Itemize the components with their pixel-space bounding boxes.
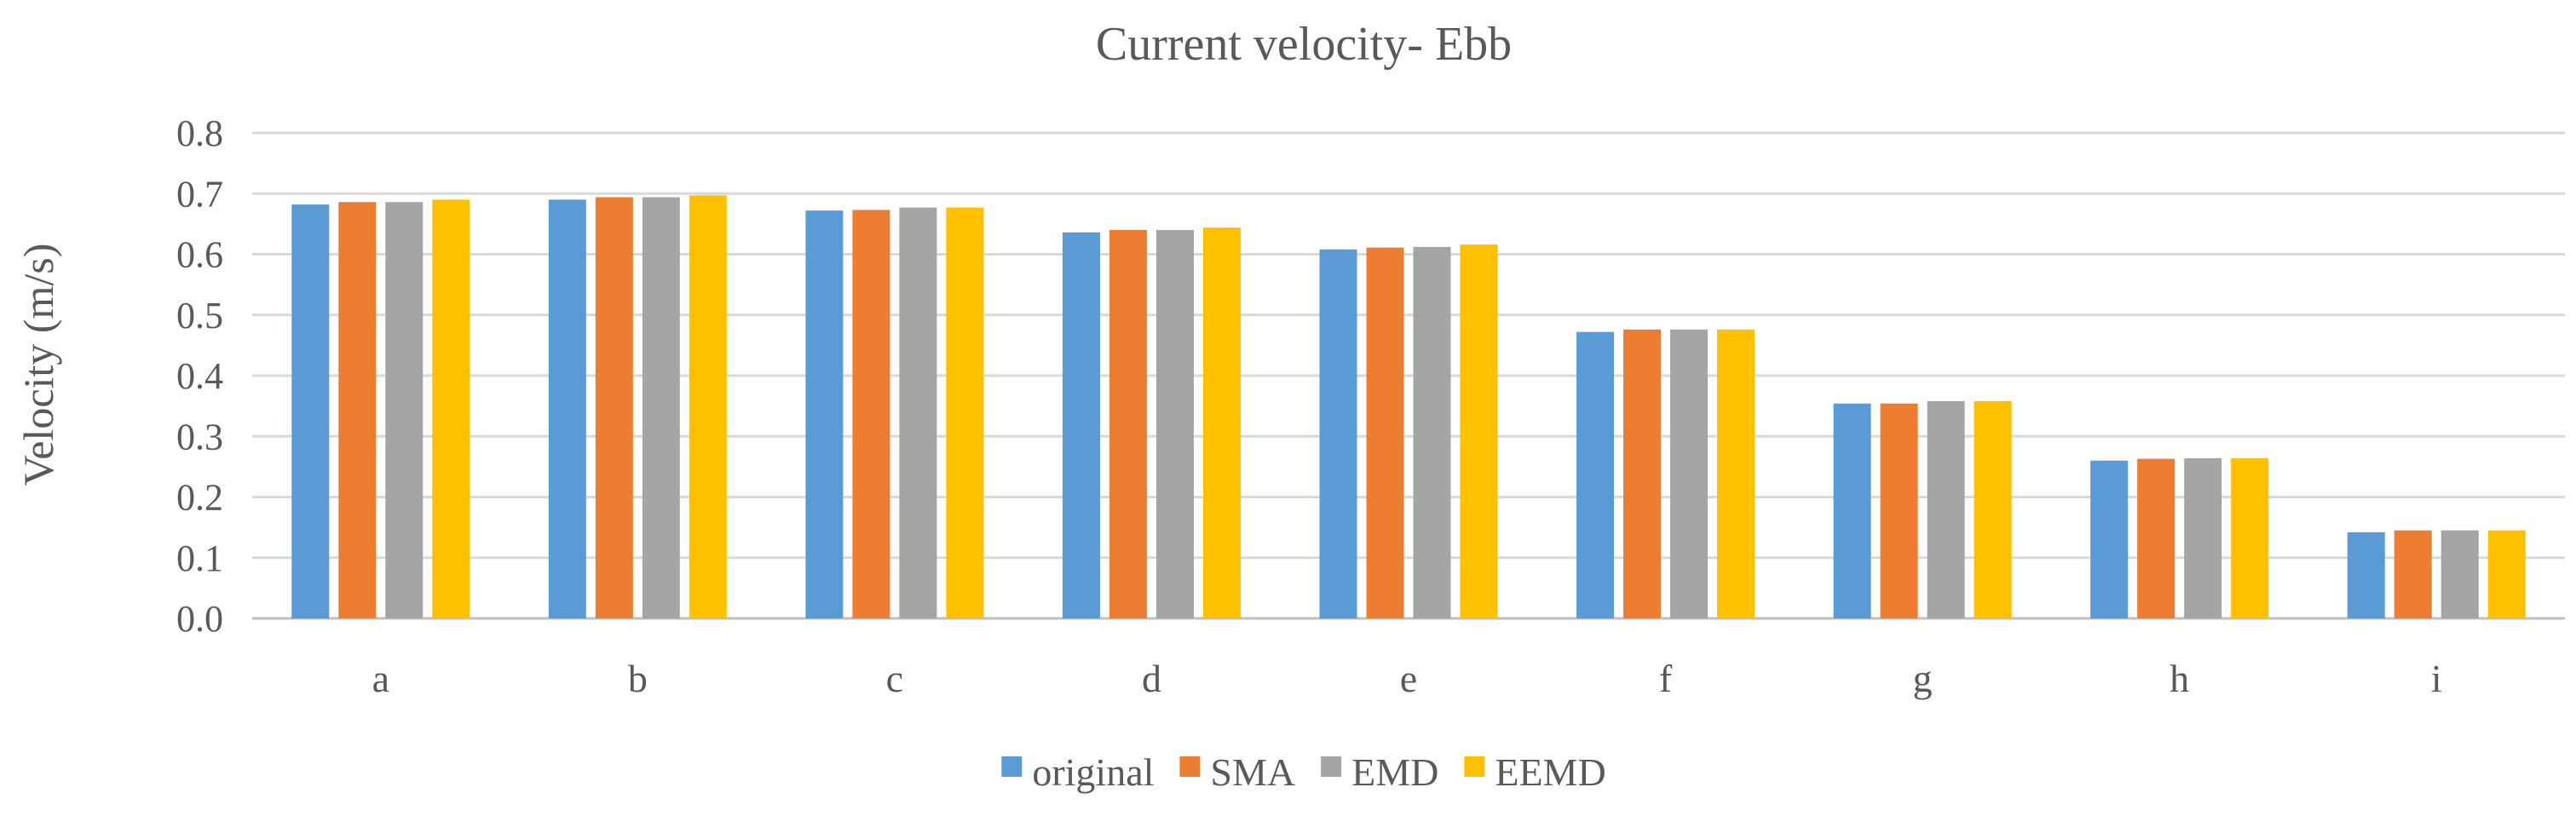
legend-swatch — [1179, 756, 1201, 777]
legend-item-original: original — [1001, 750, 1154, 794]
y-tick-labels: 0.0 0.1 0.2 0.3 0.4 0.5 0.6 0.7 0.8 — [176, 112, 223, 640]
bar-emd-a — [385, 202, 424, 618]
x-tick-labels: a b c d e f g h i — [372, 657, 2442, 700]
x-tick-label: d — [1142, 657, 1161, 700]
legend-label: EMD — [1351, 750, 1438, 794]
bar-sma-b — [595, 197, 633, 618]
y-axis-label: Velocity (m/s) — [14, 244, 62, 486]
y-tick-label: 0.8 — [176, 112, 223, 154]
bars — [291, 195, 2526, 619]
bar-sma-e — [1366, 247, 1404, 618]
x-tick-label: i — [2431, 657, 2442, 700]
x-tick-label: c — [886, 657, 903, 700]
bar-original-i — [2347, 532, 2385, 618]
bar-eemd-g — [1974, 400, 2012, 618]
legend-label: EEMD — [1495, 750, 1605, 794]
x-tick-label: g — [1913, 657, 1933, 700]
bar-sma-a — [338, 202, 377, 618]
bar-original-h — [2090, 460, 2129, 618]
bar-eemd-i — [2487, 530, 2526, 618]
legend-swatch — [1321, 756, 1342, 777]
bar-eemd-f — [1717, 329, 1755, 618]
x-tick-label: a — [372, 657, 389, 700]
bar-sma-h — [2137, 458, 2175, 618]
bar-sma-g — [1880, 403, 1918, 618]
bar-original-b — [548, 199, 586, 618]
bar-eemd-c — [946, 207, 984, 618]
bar-emd-g — [1927, 400, 1965, 618]
legend-item-sma: SMA — [1179, 750, 1295, 794]
legend-label: SMA — [1210, 750, 1295, 794]
legend-swatch — [1464, 756, 1485, 777]
y-tick-label: 0.2 — [176, 477, 223, 519]
y-tick-label: 0.1 — [176, 537, 223, 579]
legend-swatch — [1001, 756, 1023, 777]
bar-eemd-e — [1460, 244, 1498, 618]
y-tick-label: 0.5 — [176, 295, 223, 336]
x-tick-label: f — [1659, 657, 1673, 700]
bar-eemd-a — [432, 199, 470, 618]
bar-emd-i — [2441, 530, 2479, 618]
bar-emd-d — [1155, 230, 1194, 618]
bar-original-f — [1576, 331, 1615, 618]
gridlines — [252, 131, 2565, 620]
legend-item-emd: EMD — [1321, 750, 1438, 794]
y-tick-label: 0.6 — [176, 234, 223, 276]
bar-original-a — [291, 204, 330, 618]
legend-item-eemd: EEMD — [1464, 750, 1606, 794]
bar-original-d — [1062, 232, 1100, 618]
bar-eemd-h — [2231, 457, 2269, 618]
bar-sma-i — [2394, 530, 2432, 618]
bar-sma-d — [1109, 230, 1147, 618]
y-tick-label: 0.0 — [176, 598, 223, 640]
bar-original-g — [1833, 403, 1871, 618]
bar-emd-h — [2184, 457, 2222, 618]
bar-sma-f — [1623, 329, 1662, 618]
y-tick-label: 0.4 — [176, 355, 223, 397]
bar-emd-c — [899, 207, 937, 618]
x-tick-label: b — [628, 657, 648, 700]
chart-title: Current velocity- Ebb — [1096, 18, 1512, 71]
bar-eemd-d — [1202, 227, 1241, 618]
bar-emd-f — [1670, 329, 1709, 618]
bar-sma-c — [852, 210, 890, 619]
legend-label: original — [1032, 750, 1154, 794]
x-tick-label: h — [2170, 657, 2189, 700]
x-tick-label: e — [1400, 657, 1417, 700]
bar-eemd-b — [689, 195, 727, 618]
bar-original-e — [1319, 249, 1357, 618]
bar-original-c — [805, 210, 844, 618]
y-tick-label: 0.7 — [176, 173, 223, 215]
bar-emd-e — [1413, 246, 1451, 618]
bar-emd-b — [642, 197, 680, 618]
legend: original SMA EMD EEMD — [1001, 750, 1606, 794]
y-tick-label: 0.3 — [176, 416, 223, 457]
